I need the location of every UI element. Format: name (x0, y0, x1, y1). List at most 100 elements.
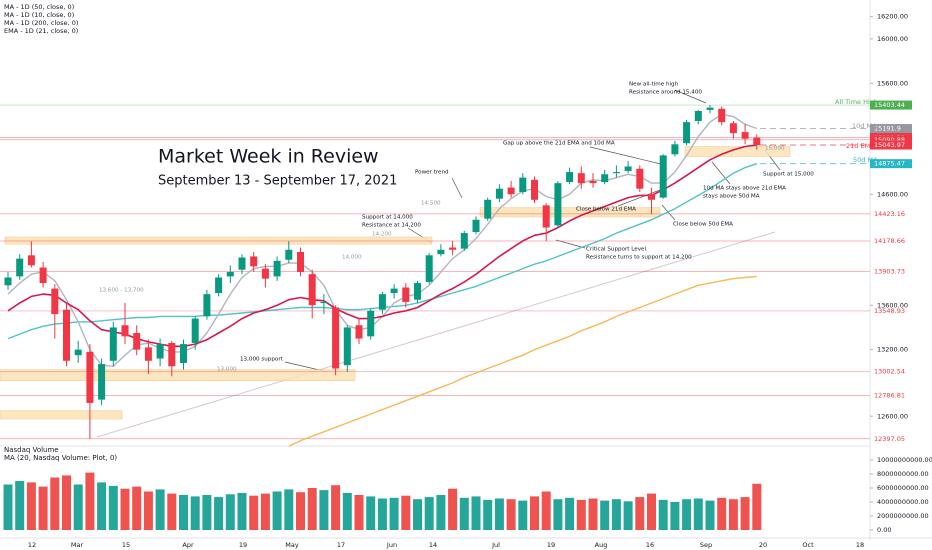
volume-bar (249, 495, 259, 530)
candle-body (460, 233, 468, 249)
candle-body (191, 318, 199, 343)
candle-body (226, 271, 234, 277)
x-tick-label: Apr (182, 541, 194, 549)
volume-bar (260, 493, 270, 530)
volume-bar (752, 483, 762, 530)
volume-bar (553, 499, 563, 530)
candle-body (261, 268, 269, 279)
title: Market Week in Review (158, 146, 379, 168)
volume-bar (26, 482, 36, 530)
volume-bar (237, 492, 247, 530)
candle-body (16, 258, 24, 277)
price-tag-label: 13903.73 (874, 268, 905, 276)
arrow (661, 204, 676, 221)
volume-bar (354, 495, 364, 530)
level-tag: All Time High (835, 98, 878, 106)
candle-body (74, 349, 82, 356)
y-tick-label: 12600.00 (877, 412, 908, 420)
candle-body (437, 249, 445, 255)
legend-entry: MA - 1D (10, close, 0) (4, 11, 74, 19)
price-tag (870, 100, 912, 110)
price-tag-label: 12397.05 (874, 435, 905, 443)
volume-bar (143, 491, 153, 530)
candle-body (51, 288, 59, 315)
candle-body (753, 137, 761, 146)
candle-body (402, 287, 410, 302)
candle-body (63, 309, 70, 361)
annotation: 14,200 (372, 232, 392, 238)
volume-bar (448, 488, 458, 530)
volume-bar (611, 499, 621, 530)
price-tag-label: 14875.47 (874, 160, 905, 168)
volume-bar (272, 491, 282, 530)
legend-entry: MA - 1D (200, close, 0) (4, 19, 78, 27)
candle-body (671, 144, 679, 155)
volume-bar (623, 501, 633, 530)
arrow (617, 189, 661, 207)
volume-bar (471, 496, 481, 530)
candle-body (414, 283, 421, 300)
candle-body (566, 172, 574, 183)
candle-body (718, 108, 726, 123)
moving-average-line (288, 275, 757, 447)
volume-bar (424, 497, 434, 530)
volume-bar (85, 472, 95, 530)
x-tick-label: 20 (759, 541, 767, 549)
arrow (451, 177, 463, 199)
candle-body (133, 333, 141, 350)
annotation: New all-time high (629, 82, 679, 88)
x-tick-label: 12 (28, 541, 36, 549)
volume-bar (728, 499, 738, 530)
volume-name: Nasdaq Volume (4, 446, 59, 454)
volume-bar (342, 492, 352, 530)
volume-bar (483, 499, 493, 530)
volume-bar (377, 498, 387, 530)
x-tick-label: 19 (547, 541, 555, 549)
legend-entry: MA - 1D (50, close, 0) (4, 3, 74, 11)
x-tick-label: Sep (700, 541, 712, 549)
volume-bar (132, 486, 142, 530)
candle-body (706, 107, 714, 110)
annotation: Resistance at 14,200 (362, 223, 421, 229)
candle-body (39, 267, 47, 284)
y-tick-label: 16200.00 (877, 13, 908, 21)
candle-body (27, 255, 35, 266)
volume-bar (600, 500, 610, 530)
candle-body (285, 249, 293, 260)
volume-bar (366, 496, 376, 530)
arrow (674, 89, 707, 104)
annotation: Support at 14,000 (362, 215, 413, 221)
volume-bar (565, 497, 575, 530)
candle-body (472, 219, 480, 232)
level-tag: 21d EMA (846, 142, 875, 150)
volume-bar (155, 489, 165, 530)
volume-bar (190, 496, 200, 530)
candle-body (577, 173, 585, 184)
volume-bar (506, 499, 516, 530)
y-tick-label: 14600.00 (877, 190, 908, 198)
candle-body (495, 188, 503, 199)
annotation: Gap up above the 21d EMA and 10d MA (503, 141, 615, 147)
volume-bar (15, 481, 25, 530)
candle-body (180, 344, 187, 363)
annotation: stays above 50d MA (703, 194, 760, 200)
volume-y-tick-label: 8000000000.00 (877, 470, 929, 478)
annotation: Resistance turns to support at 14,200 (586, 255, 692, 261)
annotation: 13,600 - 13,700 (99, 288, 144, 294)
price-tag-label: 13548.93 (874, 307, 905, 315)
volume-bar (658, 499, 668, 530)
volume-bar (50, 477, 60, 530)
volume-bar (413, 499, 422, 530)
volume-ma-label: MA (20, Nasdaq Volume: Plot, 0) (4, 454, 117, 462)
level-tag: 10d MA (852, 122, 877, 130)
volume-y-tick-label: 6000000000.00 (877, 484, 929, 492)
volume-y-tick-label: 4000000000.00 (877, 498, 929, 506)
price-tag-label: 13002.54 (874, 368, 905, 376)
price-tag-label: 15090.88 (874, 136, 905, 144)
candle-body (729, 123, 737, 134)
trend-line (96, 231, 776, 438)
candle-body (542, 205, 550, 228)
candle-body (86, 351, 94, 403)
legend-entry: EMA - 1D (21, close, 0) (4, 27, 78, 35)
volume-bar (97, 482, 107, 530)
